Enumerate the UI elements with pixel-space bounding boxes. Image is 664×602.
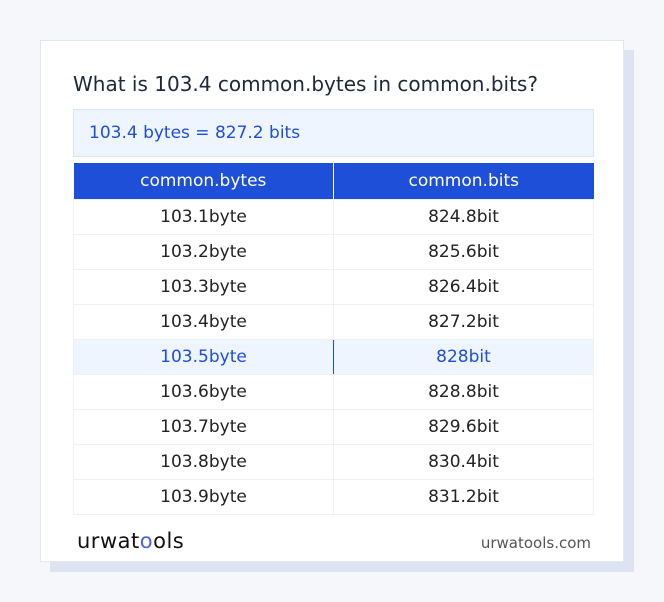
table-row: 103.2byte 825.6bit <box>73 233 594 270</box>
table-cell: 824.8bit <box>333 198 594 235</box>
table-cell: 103.7byte <box>73 408 334 445</box>
table-cell: 103.6byte <box>73 373 334 410</box>
table-cell: 103.8byte <box>73 443 334 480</box>
table-cell: 103.5byte <box>73 338 334 375</box>
table-cell: 826.4bit <box>333 268 594 305</box>
table-cell: 829.6bit <box>333 408 594 445</box>
table-cell: 103.4byte <box>73 303 334 340</box>
table-cell: 828bit <box>333 338 594 375</box>
conversion-table: common.bytes common.bits 103.1byte 824.8b… <box>73 163 594 515</box>
urwatools-logo[interactable]: urwatools <box>77 529 184 553</box>
table-cell: 103.1byte <box>73 198 334 235</box>
table-row: 103.9byte 831.2bit <box>73 478 594 515</box>
result-box: 103.4 bytes = 827.2 bits <box>73 109 594 157</box>
table-row: 103.3byte 826.4bit <box>73 268 594 305</box>
page-title: What is 103.4 common.bytes in common.bit… <box>73 72 538 96</box>
column-header: common.bits <box>333 163 594 199</box>
table-cell: 828.8bit <box>333 373 594 410</box>
column-header: common.bytes <box>73 163 334 199</box>
logo-part: o <box>139 529 154 553</box>
site-link[interactable]: urwatools.com <box>480 534 591 552</box>
table-cell: 103.2byte <box>73 233 334 270</box>
table-row: 103.5byte 828bit <box>73 338 594 375</box>
table-cell: 103.3byte <box>73 268 334 305</box>
table-row: 103.7byte 829.6bit <box>73 408 594 445</box>
table-row: 103.1byte 824.8bit <box>73 198 594 235</box>
table-cell: 830.4bit <box>333 443 594 480</box>
logo-part: ols <box>153 529 185 553</box>
table-cell: 827.2bit <box>333 303 594 340</box>
table-row: 103.4byte 827.2bit <box>73 303 594 340</box>
table-cell: 831.2bit <box>333 478 594 515</box>
logo-part: urwat <box>77 529 140 553</box>
table-row: 103.6byte 828.8bit <box>73 373 594 410</box>
converter-card: What is 103.4 common.bytes in common.bit… <box>40 40 624 562</box>
table-cell: 103.9byte <box>73 478 334 515</box>
table-row: 103.8byte 830.4bit <box>73 443 594 480</box>
table-cell: 825.6bit <box>333 233 594 270</box>
